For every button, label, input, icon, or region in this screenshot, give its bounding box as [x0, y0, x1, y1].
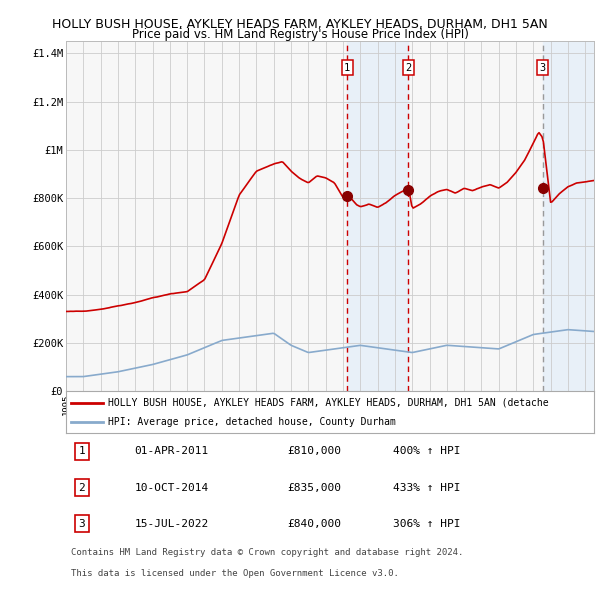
Text: Price paid vs. HM Land Registry's House Price Index (HPI): Price paid vs. HM Land Registry's House … [131, 28, 469, 41]
Text: HOLLY BUSH HOUSE, AYKLEY HEADS FARM, AYKLEY HEADS, DURHAM, DH1 5AN: HOLLY BUSH HOUSE, AYKLEY HEADS FARM, AYK… [52, 18, 548, 31]
Bar [347, 41, 408, 391]
Text: 01-APR-2011: 01-APR-2011 [134, 447, 209, 457]
Text: 1: 1 [344, 63, 350, 73]
Text: 400% ↑ HPI: 400% ↑ HPI [394, 447, 461, 457]
Text: 15-JUL-2022: 15-JUL-2022 [134, 519, 209, 529]
Text: HOLLY BUSH HOUSE, AYKLEY HEADS FARM, AYKLEY HEADS, DURHAM, DH1 5AN (detache: HOLLY BUSH HOUSE, AYKLEY HEADS FARM, AYK… [108, 398, 549, 408]
Text: £810,000: £810,000 [288, 447, 342, 457]
Text: £840,000: £840,000 [288, 519, 342, 529]
Text: HPI: Average price, detached house, County Durham: HPI: Average price, detached house, Coun… [108, 417, 396, 427]
Text: 2: 2 [405, 63, 412, 73]
Text: 306% ↑ HPI: 306% ↑ HPI [394, 519, 461, 529]
Text: 2: 2 [79, 483, 85, 493]
Text: 3: 3 [79, 519, 85, 529]
Text: Contains HM Land Registry data © Crown copyright and database right 2024.: Contains HM Land Registry data © Crown c… [71, 548, 464, 557]
Text: 433% ↑ HPI: 433% ↑ HPI [394, 483, 461, 493]
Text: 1: 1 [79, 447, 85, 457]
Text: 10-OCT-2014: 10-OCT-2014 [134, 483, 209, 493]
Text: 3: 3 [539, 63, 546, 73]
Text: This data is licensed under the Open Government Licence v3.0.: This data is licensed under the Open Gov… [71, 569, 399, 578]
Text: £835,000: £835,000 [288, 483, 342, 493]
Bar [543, 41, 594, 391]
